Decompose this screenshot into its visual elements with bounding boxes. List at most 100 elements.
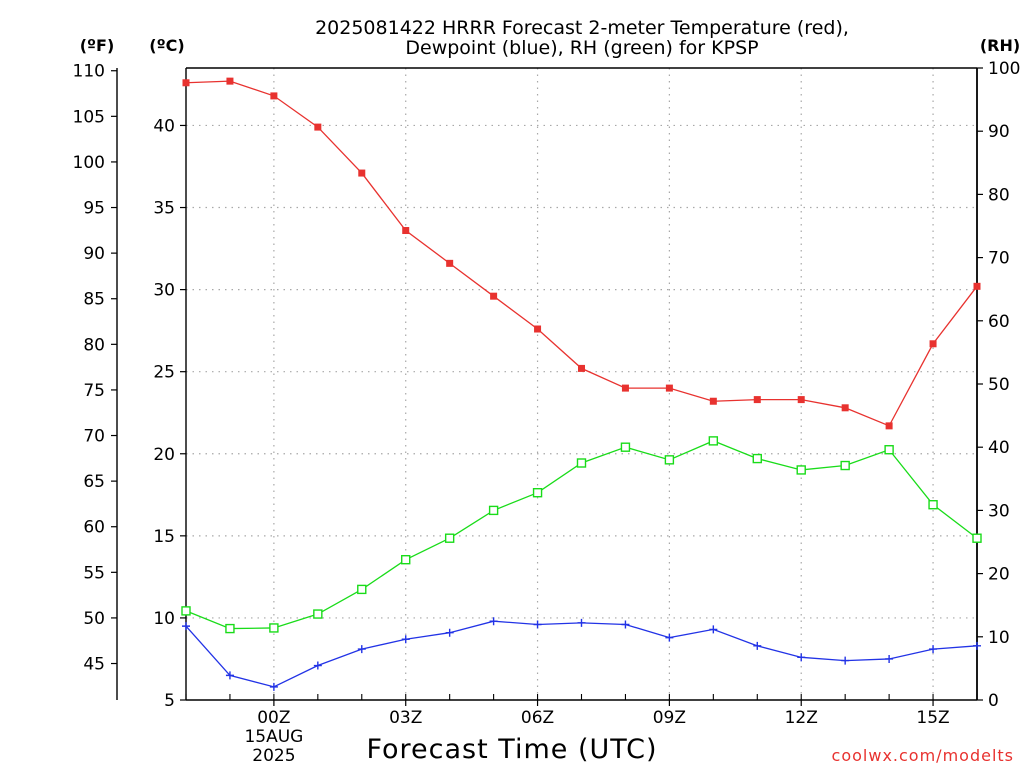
rh-point	[401, 554, 411, 565]
dewpoint-point	[929, 645, 938, 654]
x-tick-label: 00Z	[257, 708, 290, 728]
temperature-point	[929, 340, 937, 348]
rh-tick-label: 20	[988, 565, 1010, 585]
temperature-point	[534, 325, 542, 333]
axes	[111, 67, 983, 706]
fahrenheit-tick-label: 65	[83, 472, 105, 492]
dewpoint-point	[621, 620, 630, 629]
temperature-point	[402, 227, 410, 235]
rh-tick-label: 70	[988, 249, 1010, 269]
dewpoint-point	[841, 656, 850, 665]
temperature-series	[182, 77, 981, 430]
dewpoint-point	[182, 622, 190, 631]
dewpoint-point	[269, 682, 278, 691]
rh-tick-label: 40	[988, 438, 1010, 458]
temperature-point	[753, 396, 761, 404]
rh-point	[181, 606, 191, 616]
dewpoint-point	[533, 620, 542, 629]
credit-text: coolwx.com/modelts	[832, 746, 1014, 765]
dewpoint-point	[401, 635, 410, 644]
celsius-tick-label: 35	[153, 199, 175, 219]
fahrenheit-tick-label: 90	[83, 244, 105, 264]
dewpoint-point	[709, 625, 718, 634]
celsius-tick-label: 20	[153, 445, 175, 465]
celsius-tick-label: 40	[153, 116, 175, 136]
rh-point	[884, 445, 894, 455]
chart-title-line-1: 2025081422 HRRR Forecast 2-meter Tempera…	[315, 17, 849, 39]
x-tick-label: 09Z	[653, 708, 686, 728]
fahrenheit-tick-label: 110	[73, 62, 105, 82]
celsius-tick-label: 30	[153, 281, 175, 301]
temperature-point	[665, 384, 673, 392]
x-tick-year-label: 2025	[252, 746, 295, 766]
temperature-point	[797, 396, 805, 404]
rh-tick-label: 0	[988, 691, 999, 711]
dewpoint-point	[313, 661, 322, 670]
fahrenheit-tick-label: 85	[83, 290, 105, 310]
rh-point	[576, 458, 587, 468]
rh-unit-label: (RH)	[980, 36, 1020, 55]
dewpoint-point	[489, 617, 498, 626]
celsius-tick-label: 25	[153, 363, 175, 383]
rh-point	[225, 623, 235, 634]
rh-point	[840, 460, 850, 471]
temperature-point	[358, 169, 366, 177]
dewpoint-point	[753, 641, 762, 650]
temperature-point	[314, 123, 322, 131]
rh-series	[181, 436, 982, 634]
dewpoint-point	[225, 671, 234, 680]
fahrenheit-tick-label: 60	[83, 518, 105, 538]
celsius-tick-label: 15	[153, 527, 175, 547]
dewpoint-point	[885, 654, 894, 663]
fahrenheit-tick-label: 100	[73, 153, 105, 173]
rh-point	[532, 488, 543, 498]
rh-point	[708, 436, 719, 446]
temperature-point	[709, 397, 717, 405]
temperature-point	[182, 79, 190, 87]
fahrenheit-tick-label: 70	[83, 427, 105, 447]
dewpoint-point	[665, 633, 674, 642]
rh-tick-label: 50	[988, 375, 1010, 395]
rh-tick-label: 100	[988, 59, 1020, 79]
temperature-point	[226, 77, 234, 85]
rh-tick-label: 10	[988, 628, 1010, 648]
chart-title-line-2: Dewpoint (blue), RH (green) for KPSP	[405, 37, 758, 59]
fahrenheit-tick-label: 105	[73, 107, 105, 127]
fahrenheit-tick-label: 95	[83, 199, 105, 219]
rh-point	[357, 584, 367, 595]
temperature-point	[446, 259, 454, 267]
rh-point	[620, 442, 631, 452]
fahrenheit-tick-label: 55	[83, 563, 105, 583]
data-series	[181, 77, 982, 691]
temperature-point	[841, 404, 849, 412]
rh-point	[752, 453, 762, 464]
x-tick-label: 03Z	[389, 708, 422, 728]
celsius-tick-label: 10	[153, 609, 175, 629]
x-tick-label: 12Z	[785, 708, 818, 728]
celsius-unit-label: (ºC)	[149, 36, 184, 55]
rh-tick-label: 80	[988, 185, 1010, 205]
grid	[186, 68, 977, 700]
dewpoint-point	[797, 653, 806, 662]
rh-point	[796, 465, 806, 475]
rh-tick-label: 30	[988, 501, 1010, 521]
dewpoint-point	[357, 645, 366, 654]
fahrenheit-tick-label: 80	[83, 335, 105, 355]
temperature-point	[490, 292, 498, 300]
temperature-line	[185, 80, 978, 427]
rh-tick-label: 90	[988, 122, 1010, 142]
dewpoint-point	[445, 628, 454, 637]
rh-point	[928, 500, 938, 510]
temperature-point	[973, 282, 981, 290]
celsius-tick-label: 5	[164, 691, 175, 711]
dewpoint-point	[577, 618, 586, 627]
tick-labels: 4550556065707580859095100105110510152025…	[73, 59, 1021, 766]
rh-point	[269, 623, 279, 633]
rh-point	[444, 533, 455, 543]
fahrenheit-tick-label: 75	[83, 381, 105, 401]
x-tick-date-label: 15AUG	[244, 727, 303, 747]
temperature-point	[621, 384, 629, 392]
rh-point	[972, 533, 982, 543]
rh-point	[488, 505, 499, 516]
